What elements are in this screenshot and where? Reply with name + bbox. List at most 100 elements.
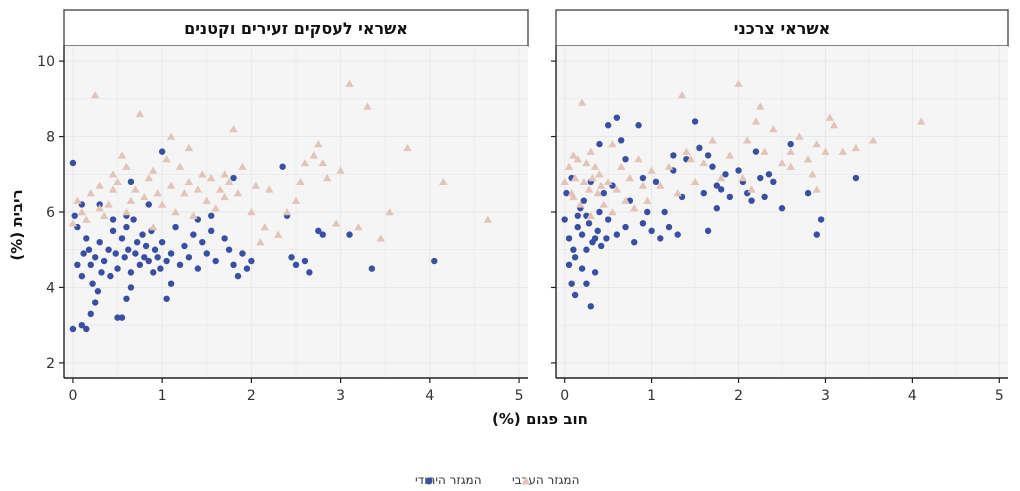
data-point-jewish bbox=[172, 223, 179, 231]
data-point-jewish bbox=[234, 272, 242, 280]
data-point-arab bbox=[699, 158, 708, 167]
data-point-jewish bbox=[107, 272, 114, 280]
data-point-jewish bbox=[194, 265, 202, 272]
panel-title: אשראי לעסקים זעירים וקטנים bbox=[184, 19, 408, 38]
x-tick-label: 0 bbox=[560, 388, 569, 404]
data-point-arab bbox=[808, 170, 817, 178]
data-point-jewish bbox=[301, 257, 309, 265]
data-point-arab bbox=[95, 181, 104, 189]
data-point-arab bbox=[300, 158, 310, 167]
data-point-arab bbox=[224, 177, 234, 186]
data-point-jewish bbox=[167, 250, 175, 257]
data-point-arab bbox=[86, 189, 95, 197]
data-point-jewish bbox=[817, 216, 825, 223]
data-point-jewish bbox=[639, 174, 647, 182]
data-point-arab bbox=[157, 200, 167, 208]
data-point-arab bbox=[363, 102, 372, 110]
data-point-jewish bbox=[583, 280, 590, 287]
data-point-arab bbox=[664, 162, 674, 170]
data-point-arab bbox=[586, 211, 595, 219]
data-point-arab bbox=[599, 200, 609, 208]
data-point-jewish bbox=[852, 174, 860, 182]
data-point-jewish bbox=[288, 254, 295, 261]
data-point-arab bbox=[682, 147, 691, 155]
data-point-arab bbox=[634, 155, 643, 163]
data-point-arab bbox=[95, 204, 104, 212]
x-tick-label: 1 bbox=[158, 388, 167, 404]
data-point-jewish bbox=[368, 265, 376, 272]
data-point-arab bbox=[673, 189, 682, 197]
data-point-arab bbox=[812, 140, 821, 148]
data-point-arab bbox=[777, 158, 787, 167]
data-point-arab bbox=[153, 189, 162, 197]
series-arab bbox=[68, 79, 493, 246]
data-point-jewish bbox=[804, 189, 812, 197]
data-point-jewish bbox=[735, 167, 742, 174]
data-point-jewish bbox=[604, 122, 612, 129]
data-point-arab bbox=[916, 117, 926, 125]
data-point-arab bbox=[656, 181, 665, 189]
data-point-jewish bbox=[292, 261, 300, 269]
data-point-jewish bbox=[661, 208, 668, 216]
data-point-arab bbox=[331, 219, 341, 227]
data-point-jewish bbox=[208, 212, 215, 219]
data-point-jewish bbox=[69, 159, 77, 167]
data-point-arab bbox=[291, 196, 301, 204]
data-point-jewish bbox=[158, 148, 166, 155]
y-tick-label: 10 bbox=[37, 54, 55, 70]
data-point-arab bbox=[122, 208, 131, 216]
data-point-arab bbox=[612, 185, 622, 193]
y-tick-label: 2 bbox=[46, 356, 55, 372]
data-point-jewish bbox=[176, 261, 184, 269]
x-tick-label: 1 bbox=[647, 388, 656, 404]
data-point-jewish bbox=[150, 269, 157, 276]
data-point-arab bbox=[439, 177, 448, 186]
data-point-arab bbox=[354, 223, 363, 231]
data-point-arab bbox=[795, 132, 804, 140]
series-arab bbox=[560, 79, 926, 219]
data-point-jewish bbox=[570, 246, 577, 253]
panel-2: אשראי צרכני 0 1 2 3 4 5 bbox=[551, 9, 1009, 404]
data-point-arab bbox=[318, 158, 327, 167]
data-point-arab bbox=[760, 147, 769, 155]
data-point-jewish bbox=[648, 227, 655, 235]
data-point-arab bbox=[686, 155, 695, 163]
data-point-jewish bbox=[568, 280, 575, 287]
data-point-jewish bbox=[596, 140, 603, 148]
data-point-jewish bbox=[85, 246, 93, 253]
data-point-jewish bbox=[142, 242, 150, 250]
data-point-arab bbox=[184, 143, 194, 152]
data-point-jewish bbox=[118, 235, 126, 242]
panel-strip bbox=[63, 9, 529, 47]
data-point-arab bbox=[769, 125, 778, 133]
data-point-arab bbox=[570, 174, 580, 182]
data-point-jewish bbox=[92, 299, 99, 306]
data-point-arab bbox=[207, 174, 216, 182]
data-point-arab bbox=[238, 162, 247, 170]
data-point-jewish bbox=[813, 231, 820, 238]
data-point-arab bbox=[829, 121, 839, 129]
data-point-arab bbox=[385, 208, 394, 216]
data-point-arab bbox=[282, 208, 292, 216]
data-point-jewish bbox=[306, 269, 313, 276]
data-point-arab bbox=[690, 177, 700, 186]
data-point-arab bbox=[189, 211, 198, 219]
data-point-jewish bbox=[704, 152, 712, 159]
data-point-arab bbox=[273, 230, 283, 238]
data-point-jewish bbox=[571, 254, 579, 261]
data-point-jewish bbox=[243, 265, 251, 272]
data-point-arab bbox=[215, 185, 225, 193]
data-point-arab bbox=[608, 208, 617, 216]
data-point-arab bbox=[99, 211, 109, 219]
data-point-jewish bbox=[151, 246, 159, 253]
data-point-arab bbox=[180, 189, 189, 197]
data-point-jewish bbox=[631, 238, 638, 246]
series-jewish bbox=[69, 148, 438, 333]
data-point-arab bbox=[220, 192, 229, 201]
data-point-jewish bbox=[167, 280, 175, 287]
gridlines bbox=[64, 46, 528, 378]
data-point-jewish bbox=[125, 246, 132, 253]
data-point-arab bbox=[309, 151, 319, 159]
data-point-jewish bbox=[127, 284, 135, 291]
